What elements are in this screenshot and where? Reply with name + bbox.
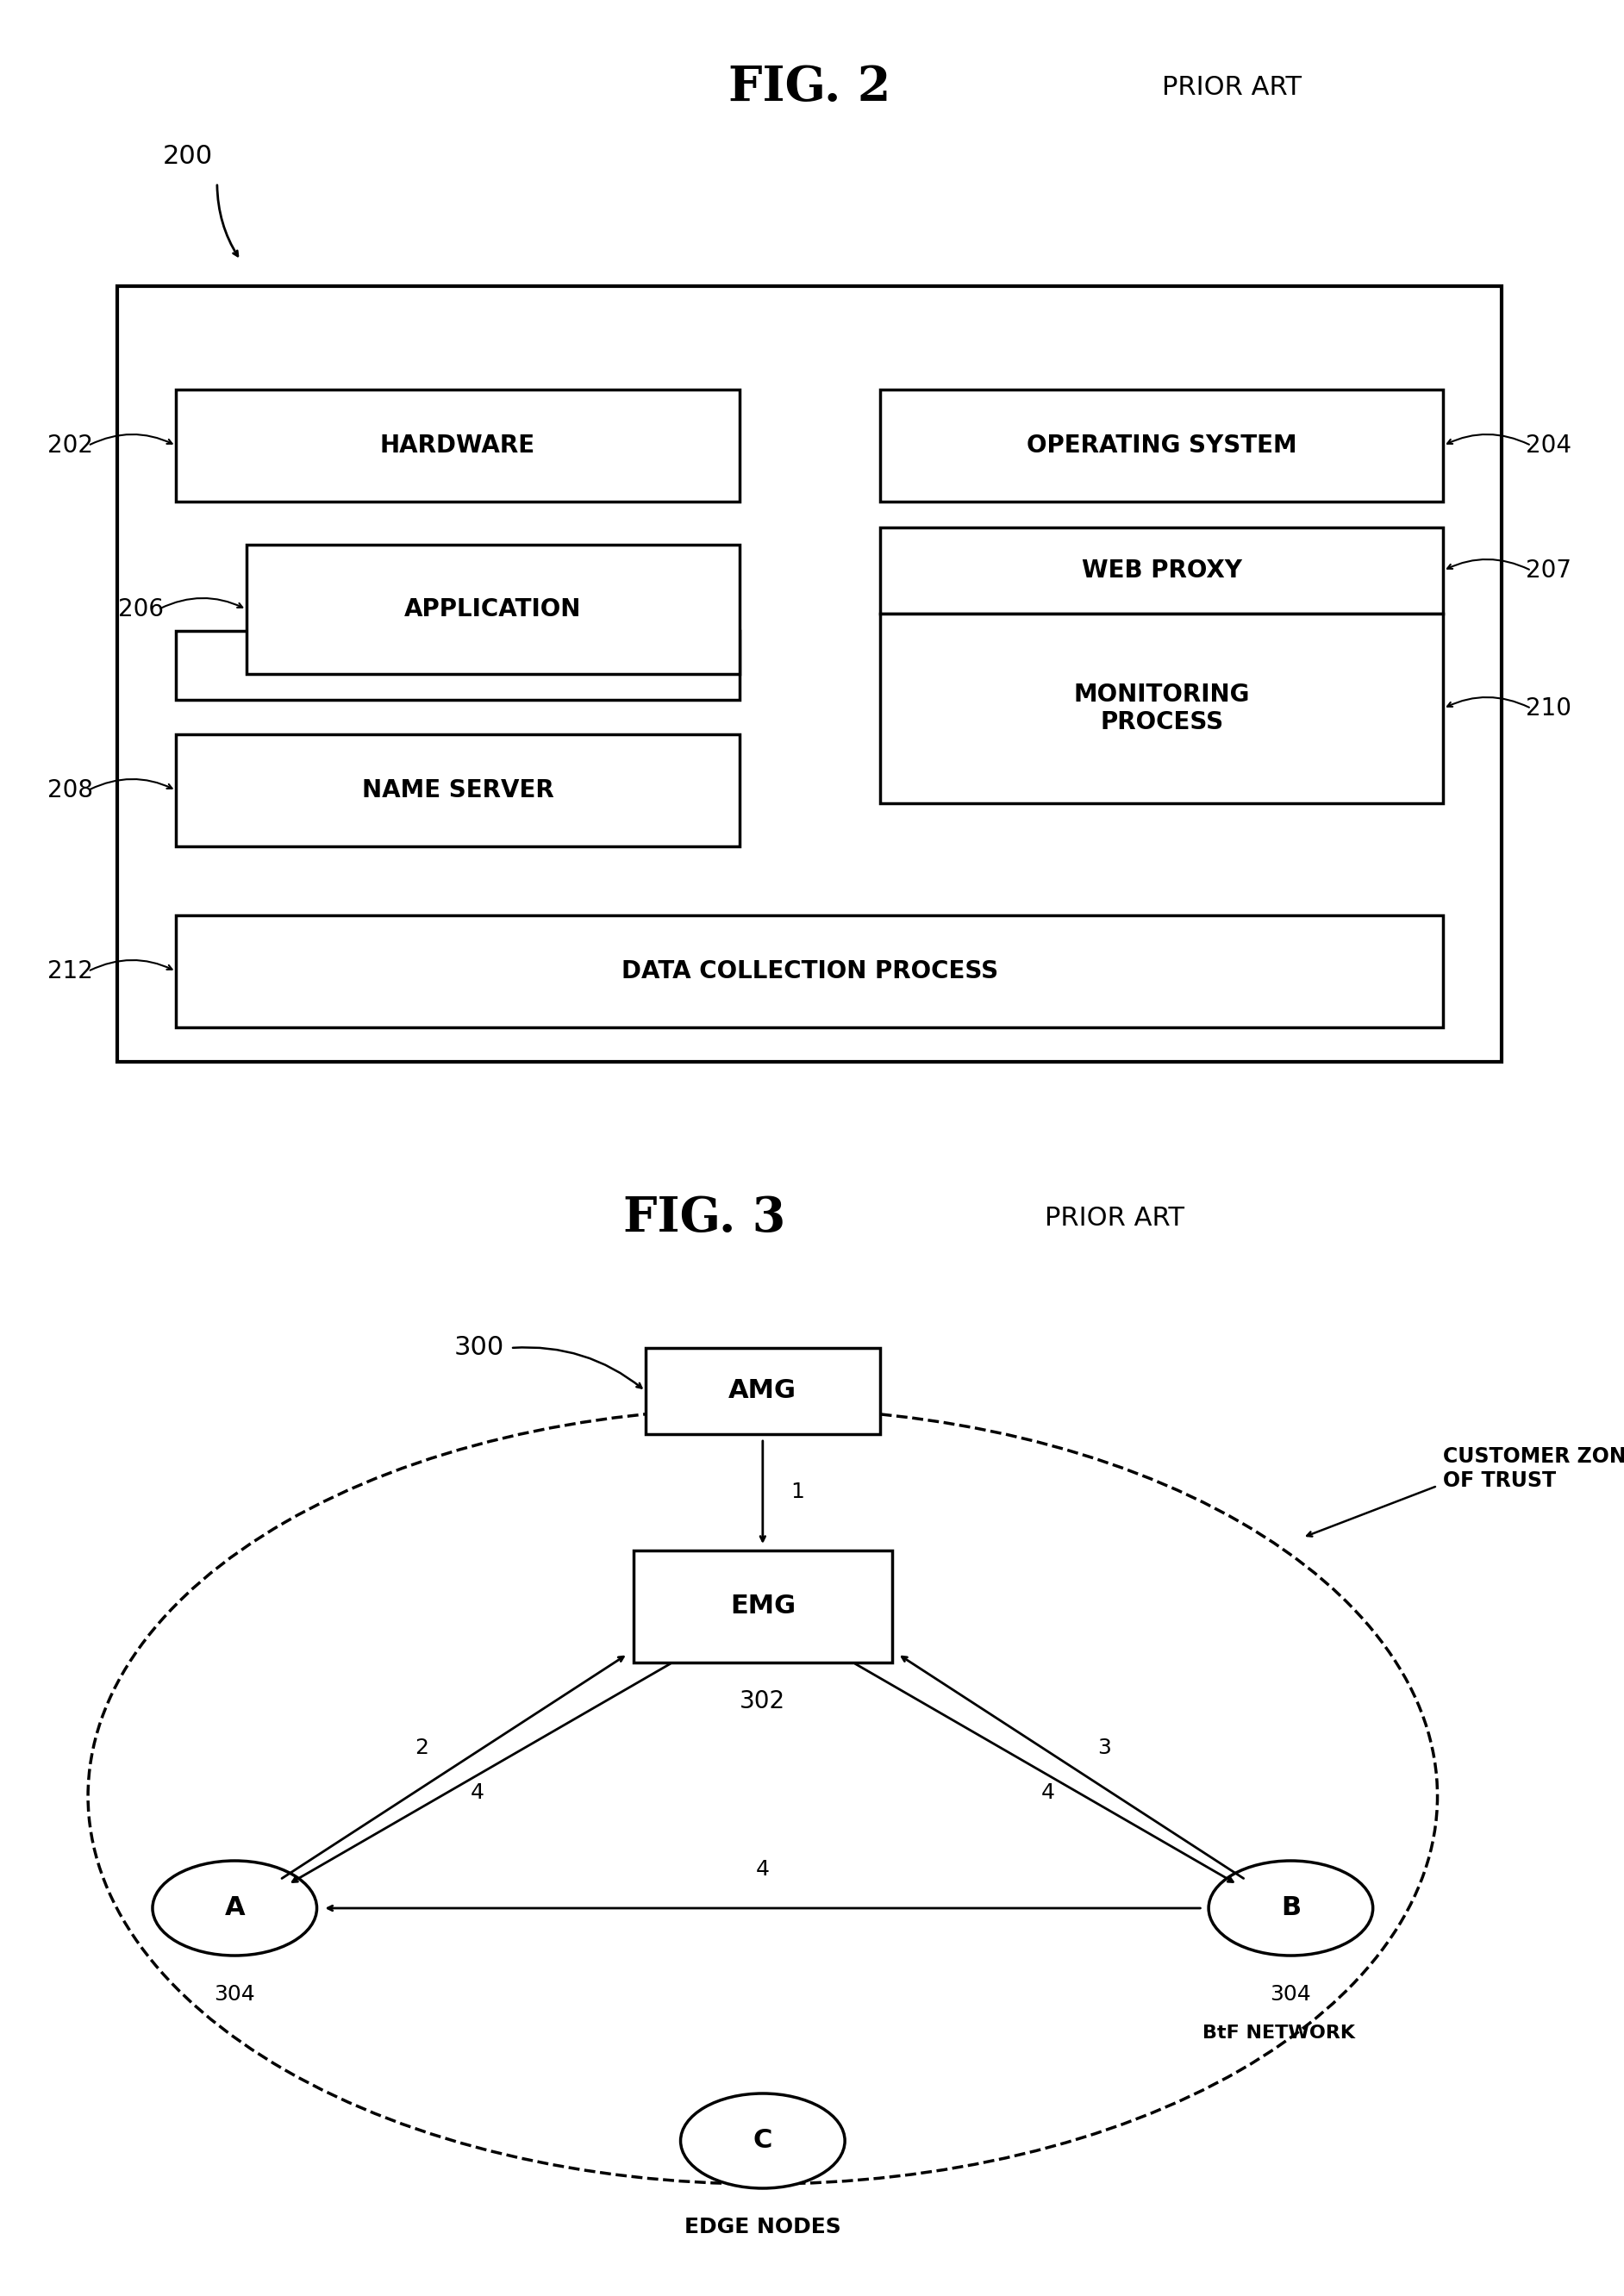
FancyBboxPatch shape xyxy=(247,544,739,675)
Text: 4: 4 xyxy=(1041,1782,1056,1802)
FancyBboxPatch shape xyxy=(175,631,739,700)
FancyBboxPatch shape xyxy=(175,916,1444,1026)
Text: 2: 2 xyxy=(414,1738,429,1759)
Text: 212: 212 xyxy=(47,960,93,983)
Text: 1: 1 xyxy=(791,1481,806,1502)
Text: A: A xyxy=(224,1896,245,1922)
FancyBboxPatch shape xyxy=(645,1348,880,1435)
Text: C: C xyxy=(754,2128,773,2154)
Text: B: B xyxy=(1281,1896,1301,1922)
Text: 300: 300 xyxy=(455,1336,505,1362)
Text: OPERATING SYSTEM: OPERATING SYSTEM xyxy=(1026,434,1298,457)
Text: DATA COLLECTION PROCESS: DATA COLLECTION PROCESS xyxy=(622,960,999,983)
Text: 4: 4 xyxy=(471,1782,484,1802)
Text: PRIOR ART: PRIOR ART xyxy=(1044,1205,1184,1231)
Text: WEB PROXY: WEB PROXY xyxy=(1082,558,1242,583)
Text: EMG: EMG xyxy=(729,1593,796,1619)
Text: FIG. 2: FIG. 2 xyxy=(729,64,892,113)
Text: 200: 200 xyxy=(162,145,213,170)
Text: 207: 207 xyxy=(1527,558,1572,583)
Ellipse shape xyxy=(680,2094,844,2188)
Text: 3: 3 xyxy=(1098,1738,1111,1759)
Text: 206: 206 xyxy=(119,597,164,622)
Text: BtF NETWORK: BtF NETWORK xyxy=(1203,2025,1356,2041)
FancyBboxPatch shape xyxy=(880,613,1444,804)
FancyBboxPatch shape xyxy=(880,528,1444,613)
Text: FIG. 3: FIG. 3 xyxy=(624,1194,784,1242)
Text: 302: 302 xyxy=(741,1690,786,1713)
Text: AMG: AMG xyxy=(729,1378,797,1403)
Text: MONITORING
PROCESS: MONITORING PROCESS xyxy=(1073,682,1250,735)
Text: CUSTOMER ZONE
OF TRUST: CUSTOMER ZONE OF TRUST xyxy=(1444,1446,1624,1490)
Text: 202: 202 xyxy=(47,434,93,457)
Ellipse shape xyxy=(1208,1860,1372,1956)
Text: 304: 304 xyxy=(1270,1984,1311,2004)
Ellipse shape xyxy=(153,1860,317,1956)
FancyBboxPatch shape xyxy=(117,287,1502,1061)
FancyBboxPatch shape xyxy=(175,390,739,501)
Text: EDGE NODES: EDGE NODES xyxy=(684,2216,841,2236)
Text: 208: 208 xyxy=(47,778,93,801)
Text: APPLICATION: APPLICATION xyxy=(404,597,581,622)
FancyBboxPatch shape xyxy=(633,1550,892,1662)
Text: 210: 210 xyxy=(1527,696,1572,721)
FancyBboxPatch shape xyxy=(880,390,1444,501)
Text: 304: 304 xyxy=(214,1984,255,2004)
Text: NAME SERVER: NAME SERVER xyxy=(362,778,554,801)
Text: HARDWARE: HARDWARE xyxy=(380,434,536,457)
Text: 204: 204 xyxy=(1527,434,1572,457)
FancyBboxPatch shape xyxy=(175,735,739,847)
Text: PRIOR ART: PRIOR ART xyxy=(1163,76,1302,101)
Text: 4: 4 xyxy=(755,1860,770,1880)
